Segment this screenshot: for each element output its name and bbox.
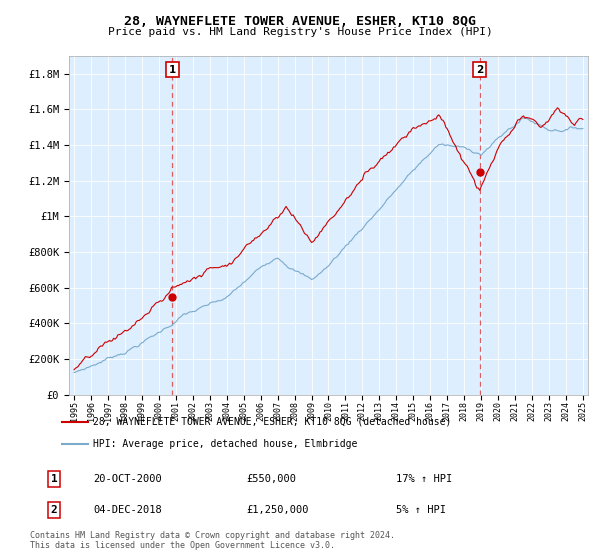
Text: 28, WAYNEFLETE TOWER AVENUE, ESHER, KT10 8QG (detached house): 28, WAYNEFLETE TOWER AVENUE, ESHER, KT10… — [93, 417, 452, 427]
Text: 20-OCT-2000: 20-OCT-2000 — [93, 474, 162, 484]
Text: 28, WAYNEFLETE TOWER AVENUE, ESHER, KT10 8QG: 28, WAYNEFLETE TOWER AVENUE, ESHER, KT10… — [124, 15, 476, 27]
Text: 1: 1 — [50, 474, 58, 484]
Text: 1: 1 — [169, 64, 176, 74]
Text: HPI: Average price, detached house, Elmbridge: HPI: Average price, detached house, Elmb… — [93, 438, 358, 449]
Text: 04-DEC-2018: 04-DEC-2018 — [93, 505, 162, 515]
Text: Price paid vs. HM Land Registry's House Price Index (HPI): Price paid vs. HM Land Registry's House … — [107, 27, 493, 37]
Text: 17% ↑ HPI: 17% ↑ HPI — [396, 474, 452, 484]
Text: 5% ↑ HPI: 5% ↑ HPI — [396, 505, 446, 515]
Text: 2: 2 — [476, 64, 484, 74]
Text: £550,000: £550,000 — [246, 474, 296, 484]
Text: 2: 2 — [50, 505, 58, 515]
Text: £1,250,000: £1,250,000 — [246, 505, 308, 515]
Text: Contains HM Land Registry data © Crown copyright and database right 2024.
This d: Contains HM Land Registry data © Crown c… — [30, 530, 395, 550]
